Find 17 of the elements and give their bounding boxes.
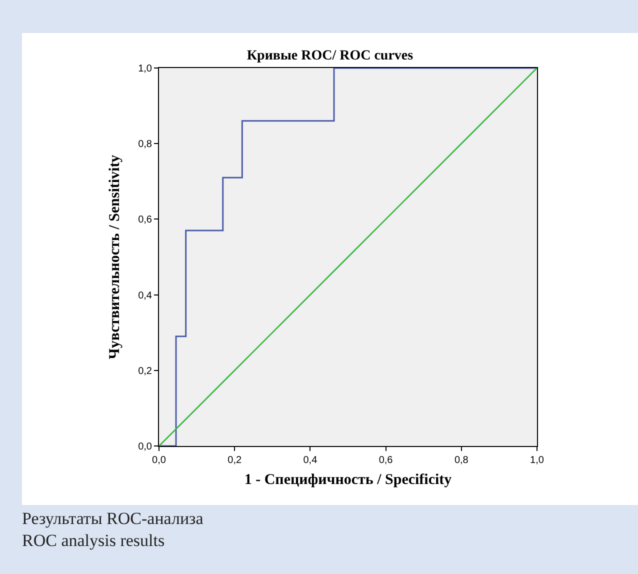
y-tick-label: 0,4 bbox=[138, 290, 152, 302]
x-tick-label: 0,4 bbox=[303, 455, 318, 466]
text: Результаты ROC-анализа bbox=[22, 508, 204, 530]
chart-title: Кривые ROC/ ROC curves bbox=[246, 48, 414, 64]
y-tick-label: 0,2 bbox=[138, 366, 152, 377]
x-axis-title: 1 - Специфичность / Specificity bbox=[244, 472, 452, 488]
x-tick-label: 0,8 bbox=[454, 455, 469, 466]
x-tick-label: 0,6 bbox=[378, 455, 394, 466]
y-tick-label: 0,8 bbox=[138, 139, 152, 150]
y-axis-title: Чувствительность / Sensitivity bbox=[107, 154, 123, 360]
y-tick-label: 1,0 bbox=[138, 64, 152, 74]
x-tick-label: 0,2 bbox=[228, 455, 242, 466]
x-tick-label: 0,0 bbox=[152, 455, 166, 466]
text: ROC analysis results bbox=[22, 530, 166, 552]
y-tick-label: 0,0 bbox=[138, 442, 152, 452]
y-tick-label: 0,6 bbox=[138, 214, 152, 226]
x-tick-label: 1,0 bbox=[530, 455, 544, 466]
